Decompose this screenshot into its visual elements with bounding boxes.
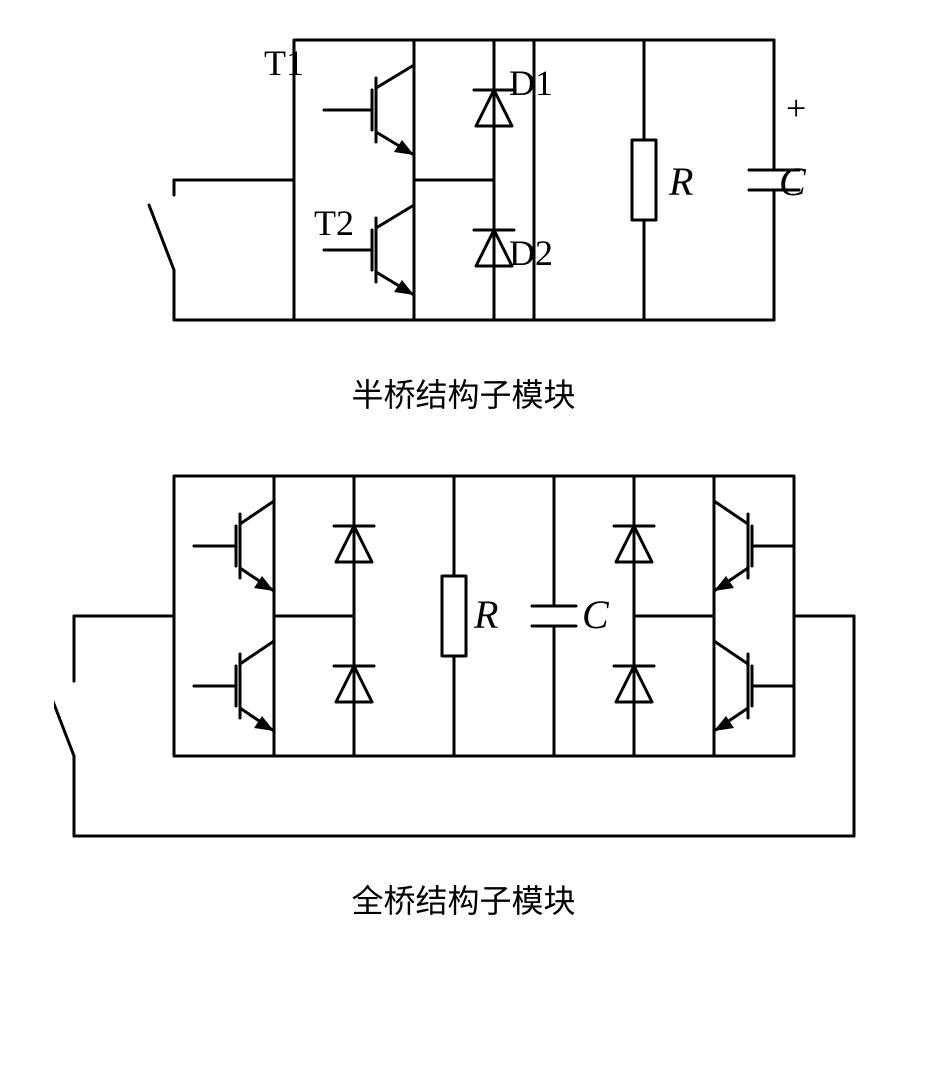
label-c: C (779, 159, 807, 204)
label-plus: + (786, 88, 806, 128)
half-bridge-circuit: T1 T2 D1 D2 R C + (114, 20, 814, 350)
full-bridge-circuit: R C (54, 456, 874, 856)
label-t1: T1 (264, 43, 304, 83)
label-d1: D1 (509, 63, 553, 103)
label-d2: D2 (509, 233, 553, 273)
label-c-full: C (582, 592, 610, 637)
label-r-full: R (473, 592, 498, 637)
label-r: R (668, 159, 693, 204)
label-t2: T2 (314, 203, 354, 243)
figure-container: T1 T2 D1 D2 R C + 半桥结构子模块 (20, 20, 907, 962)
full-bridge-caption: 全桥结构子模块 (351, 876, 575, 922)
half-bridge-caption: 半桥结构子模块 (351, 370, 575, 416)
